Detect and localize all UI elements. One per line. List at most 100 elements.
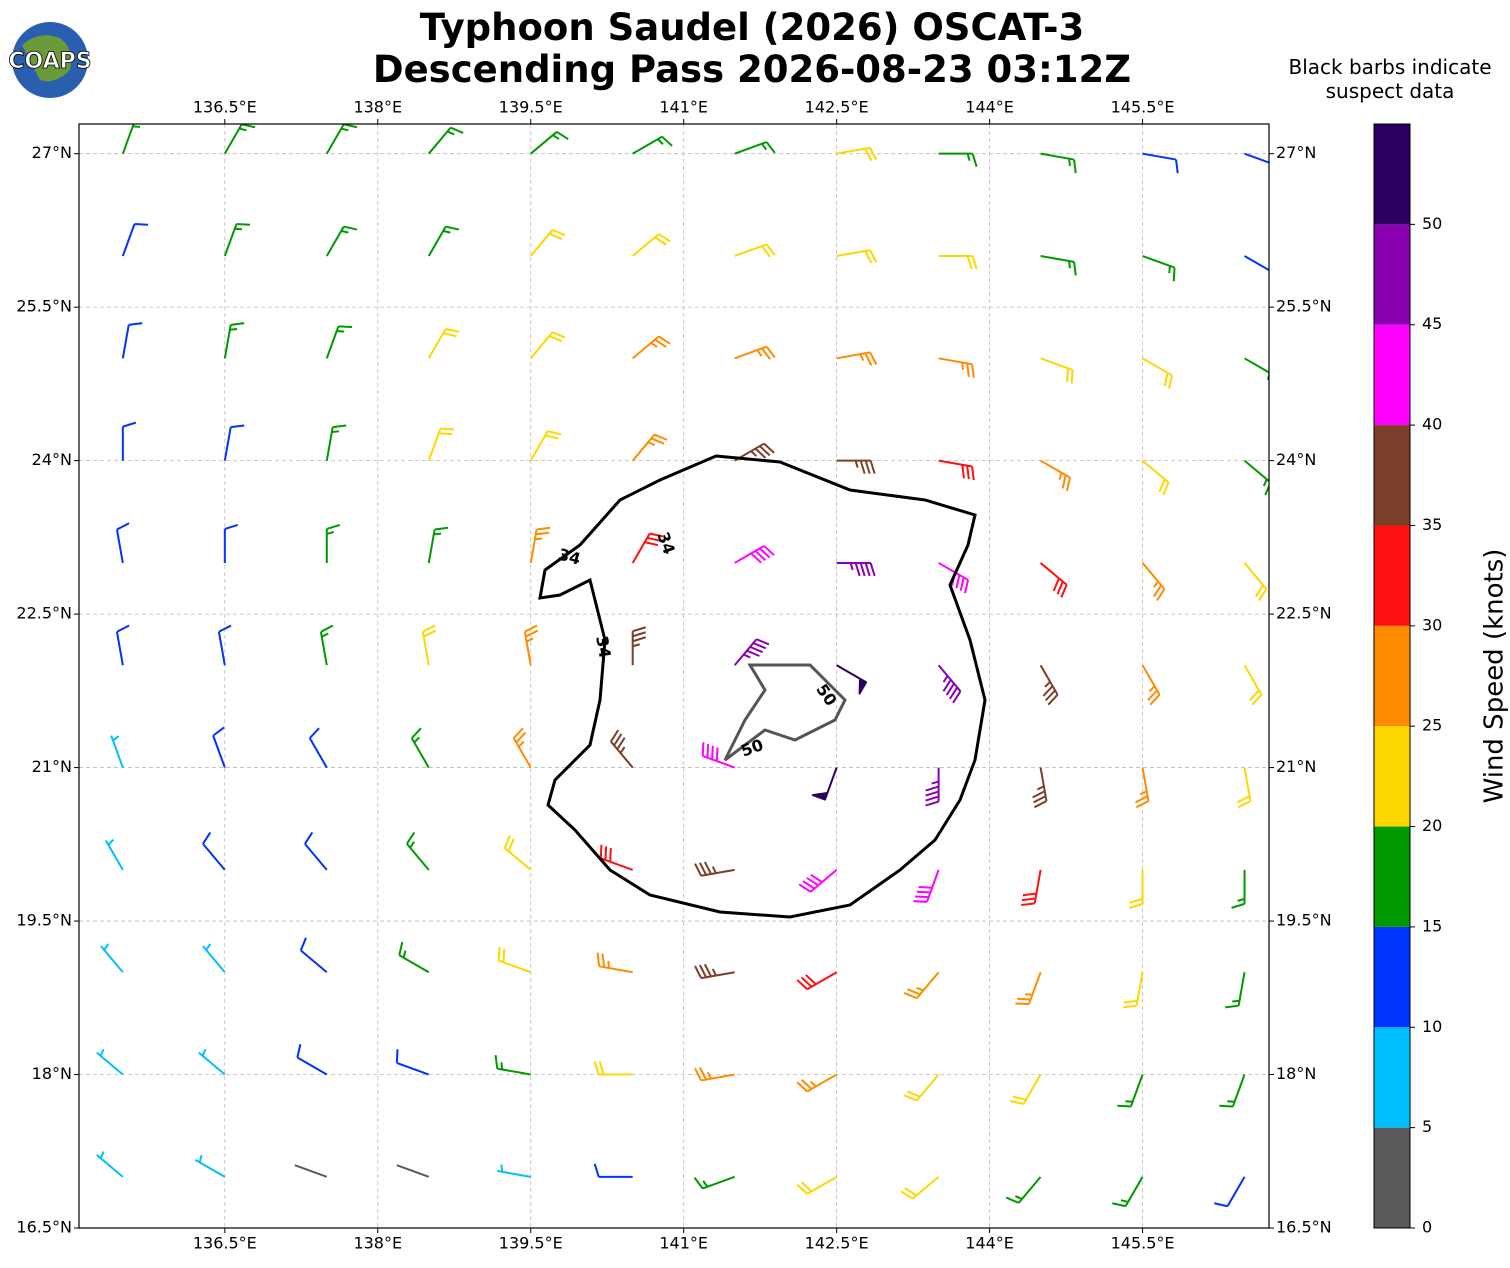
wind-barb: [194, 1155, 226, 1178]
wind-barb: [938, 152, 978, 167]
colorbar-bin: [1374, 525, 1410, 626]
wind-barb: [593, 1163, 633, 1178]
contour-34: [538, 454, 987, 919]
contour-50: [723, 663, 847, 762]
wind-barb: [925, 767, 940, 807]
wind-barb: [325, 225, 358, 257]
wind-barb: [694, 861, 735, 877]
wind-barb: [632, 335, 671, 360]
wind-barb: [427, 427, 455, 461]
x-tick-label: 138°E: [353, 98, 402, 117]
wind-barb: [1141, 562, 1166, 601]
wind-barb: [1005, 1176, 1042, 1204]
y-tick-label: 25.5°N: [1276, 297, 1332, 316]
wind-barb: [308, 727, 328, 769]
wind-barb: [497, 1164, 531, 1178]
wind-barb: [202, 943, 226, 973]
note: Black barbs indicate: [1289, 55, 1492, 79]
wind-barb: [836, 351, 878, 366]
wind-barb: [494, 1054, 531, 1076]
y-tick-label: 16.5°N: [1276, 1218, 1332, 1237]
x-tick-label: 139.5°E: [499, 98, 563, 117]
wind-barb: [100, 943, 124, 973]
y-tick-label: 18°N: [32, 1064, 72, 1083]
wind-barb: [1015, 971, 1042, 1006]
y-tick-label: 22.5°N: [16, 604, 72, 623]
wind-barb: [938, 562, 970, 594]
colorbar-tick-label: 25: [1422, 716, 1442, 735]
wind-barb: [115, 522, 130, 564]
wind-barb: [294, 1164, 328, 1178]
x-tick-label: 145.5°E: [1111, 1234, 1175, 1253]
colorbar-bin: [1374, 1027, 1410, 1128]
wind-barb: [1129, 869, 1144, 909]
colorbar-bin: [1374, 425, 1410, 526]
y-tick-label: 16.5°N: [16, 1218, 72, 1237]
wind-barb: [734, 141, 776, 155]
colorbar-bin: [1374, 826, 1410, 927]
y-tick-label: 21°N: [1276, 757, 1316, 776]
colorbar-tick-label: 40: [1422, 415, 1442, 434]
wind-barb: [796, 1175, 838, 1195]
contour-label: 34: [592, 634, 615, 659]
y-tick-label: 27°N: [32, 143, 72, 162]
wind-barb: [223, 223, 251, 257]
wind-barb: [694, 963, 735, 980]
barbs: [96, 124, 1269, 1208]
wind-barb: [530, 130, 569, 155]
x-tick-label: 144°E: [965, 1234, 1014, 1253]
wind-barb: [836, 249, 878, 264]
wind-barb: [734, 442, 775, 462]
colorbar-bin: [1374, 224, 1410, 325]
wind-barb: [1040, 152, 1077, 174]
wind-barb: [938, 357, 975, 378]
wind-barb: [427, 526, 449, 564]
colorbar-tick-label: 20: [1422, 816, 1442, 835]
wind-barb: [701, 742, 736, 769]
colorbar-tick-label: 30: [1422, 615, 1442, 634]
wind-barb: [734, 345, 776, 360]
colorbar: 0 5 10 15 20 25 30 35 40 45 50: [1373, 123, 1442, 1237]
wind-barb: [325, 124, 358, 155]
colorbar-bin: [1374, 625, 1410, 727]
wind-barb: [610, 729, 634, 769]
wind-barb: [396, 1164, 430, 1178]
wind-barb: [529, 331, 566, 359]
colorbar-tick-label: 35: [1422, 515, 1442, 534]
wind-barb: [1142, 255, 1176, 282]
title: Typhoon Saudel (2026) OSCAT-3: [420, 6, 1085, 49]
x-tick-label: 138°E: [353, 1234, 402, 1253]
wind-barb: [304, 831, 328, 871]
wind-barb: [223, 523, 239, 563]
wind-barb: [900, 1176, 940, 1200]
wind-barb: [1244, 255, 1269, 272]
wind-barb: [836, 146, 878, 162]
wind-barb: [1244, 152, 1269, 164]
wind-barb: [632, 135, 673, 155]
x-tick-label: 145.5°E: [1111, 98, 1175, 117]
wind-barb: [529, 229, 566, 257]
wind-barb: [223, 424, 245, 461]
y-tick-label: 21°N: [32, 757, 72, 776]
wind-barb: [796, 1073, 838, 1093]
x-tick-label: 139.5°E: [499, 1234, 563, 1253]
wind-barb: [1219, 1074, 1246, 1108]
colorbar-bin: [1374, 324, 1410, 426]
wind-barb: [104, 838, 124, 871]
wind-barb: [1225, 972, 1246, 1009]
wind-barb: [1135, 767, 1150, 809]
wind-barb: [299, 937, 328, 973]
note: suspect data: [1326, 79, 1455, 103]
wind-barb: [523, 624, 539, 666]
wind-barb: [121, 223, 149, 257]
wind-barb: [1243, 459, 1269, 496]
colorbar-bin: [1374, 1127, 1410, 1228]
wind-barb: [1243, 664, 1263, 706]
wind-barb: [836, 561, 876, 577]
wind-barb: [811, 767, 838, 801]
wind-barb: [1039, 562, 1068, 598]
wind-barb: [217, 624, 232, 666]
colorbar-tick-label: 50: [1422, 214, 1442, 233]
wind-barb: [1231, 869, 1246, 909]
y-tick-label: 24°N: [32, 450, 72, 469]
